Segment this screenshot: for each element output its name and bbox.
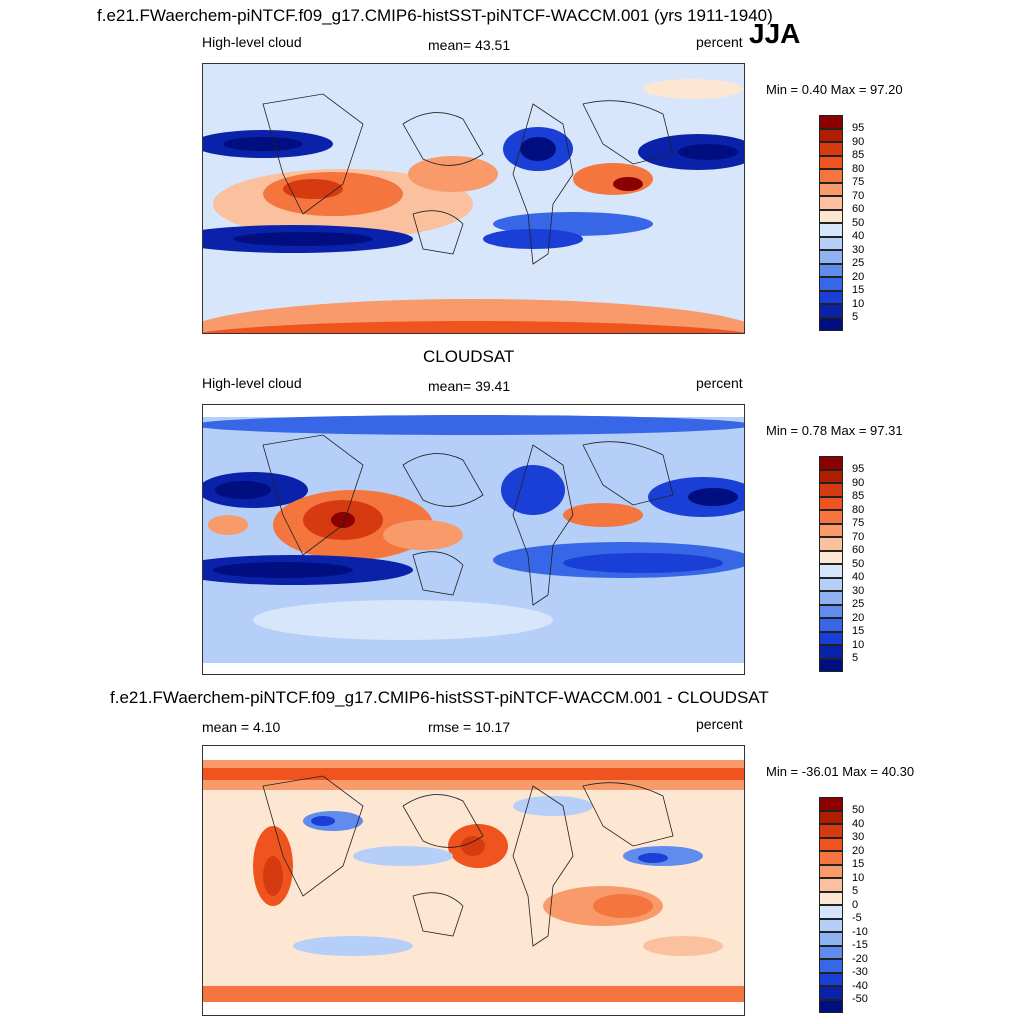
colorbar-tick-label: 85 (852, 149, 865, 161)
panel-3-map (202, 745, 745, 1016)
colorbar-tick-label: 10 (852, 297, 865, 310)
colorbar-tick-label: 75 (852, 517, 865, 529)
colorbar-tick-label: -40 (852, 979, 868, 992)
colorbar-tick-label: 95 (852, 122, 865, 134)
panel-2-minmax: Min = 0.78 Max = 97.31 (766, 423, 903, 438)
colorbar-tick-label: 20 (852, 270, 865, 283)
colorbar-tick-label: 30 (852, 243, 865, 256)
colorbar-tick-label: 50 (852, 804, 865, 816)
panel-2-title: CLOUDSAT (423, 347, 515, 366)
panel-2-map (202, 404, 745, 675)
panel-1-mean-label: mean= 43.51 (428, 37, 511, 53)
colorbar-tick-label: 30 (852, 584, 865, 597)
colorbar-tick-label: 40 (852, 230, 865, 242)
colorbar-tick-label: -5 (852, 912, 862, 924)
colorbar-tick-label: 5 (852, 885, 859, 897)
colorbar-tick-label: -50 (852, 993, 868, 1005)
colorbar-tick-label: 85 (852, 490, 865, 502)
colorbar-tick-label: 75 (852, 176, 865, 188)
colorbar-tick-label: 50 (852, 216, 865, 229)
season-label: JJA (749, 18, 801, 49)
panel-3-units-label: percent (696, 716, 743, 732)
colorbar-tick-label: -20 (852, 952, 868, 965)
panel-2-mean-label: mean= 39.41 (428, 378, 511, 394)
panel-2-variable-label: High-level cloud (202, 375, 302, 391)
panel-3-mean-label: mean = 4.10 (202, 719, 281, 735)
colorbar-tick-label: 25 (852, 257, 865, 269)
panel-3-title: f.e21.FWaerchem-piNTCF.f09_g17.CMIP6-his… (110, 688, 769, 707)
colorbar-tick-label: 90 (852, 135, 865, 148)
colorbar-tick-label: 40 (852, 817, 865, 830)
colorbar-tick-label: 0 (852, 898, 859, 911)
panel-3-rmse-label: rmse = 10.17 (428, 719, 511, 735)
colorbar-tick-label: -10 (852, 925, 868, 938)
colorbar-tick-label: -30 (852, 966, 868, 978)
colorbar-tick-label: 15 (852, 858, 865, 870)
colorbar-tick-label: 30 (852, 831, 865, 843)
colorbar-tick-label: -15 (852, 939, 868, 951)
colorbar-tick-label: 5 (852, 311, 859, 323)
panel-3-minmax: Min = -36.01 Max = 40.30 (766, 764, 915, 779)
colorbar-tick-label: 15 (852, 284, 865, 296)
colorbar-tick-label: 20 (852, 844, 865, 857)
panel-1-units-label: percent (696, 34, 743, 50)
colorbar-tick-label: 10 (852, 638, 865, 651)
colorbar-tick-label: 5 (852, 652, 859, 664)
colorbar-tick-label: 70 (852, 189, 865, 202)
panel-1-title: f.e21.FWaerchem-piNTCF.f09_g17.CMIP6-his… (97, 6, 773, 25)
colorbar-tick-label: 90 (852, 476, 865, 489)
colorbar-tick-label: 25 (852, 598, 865, 610)
colorbar-tick-label: 95 (852, 463, 865, 475)
colorbar-tick-label: 15 (852, 625, 865, 637)
colorbar-tick-label: 60 (852, 203, 865, 215)
panel-1-map (202, 63, 745, 334)
colorbar-tick-label: 60 (852, 544, 865, 556)
panel-2-units-label: percent (696, 375, 743, 391)
colorbar-tick-label: 40 (852, 571, 865, 583)
colorbar-tick-label: 50 (852, 557, 865, 570)
colorbar-tick-label: 10 (852, 871, 865, 884)
colorbar-tick-label: 20 (852, 611, 865, 624)
colorbar-tick-label: 80 (852, 503, 865, 516)
colorbar-tick-label: 70 (852, 530, 865, 543)
panel-1-minmax: Min = 0.40 Max = 97.20 (766, 82, 903, 97)
panel-1-variable-label: High-level cloud (202, 34, 302, 50)
colorbar-tick-label: 80 (852, 162, 865, 175)
